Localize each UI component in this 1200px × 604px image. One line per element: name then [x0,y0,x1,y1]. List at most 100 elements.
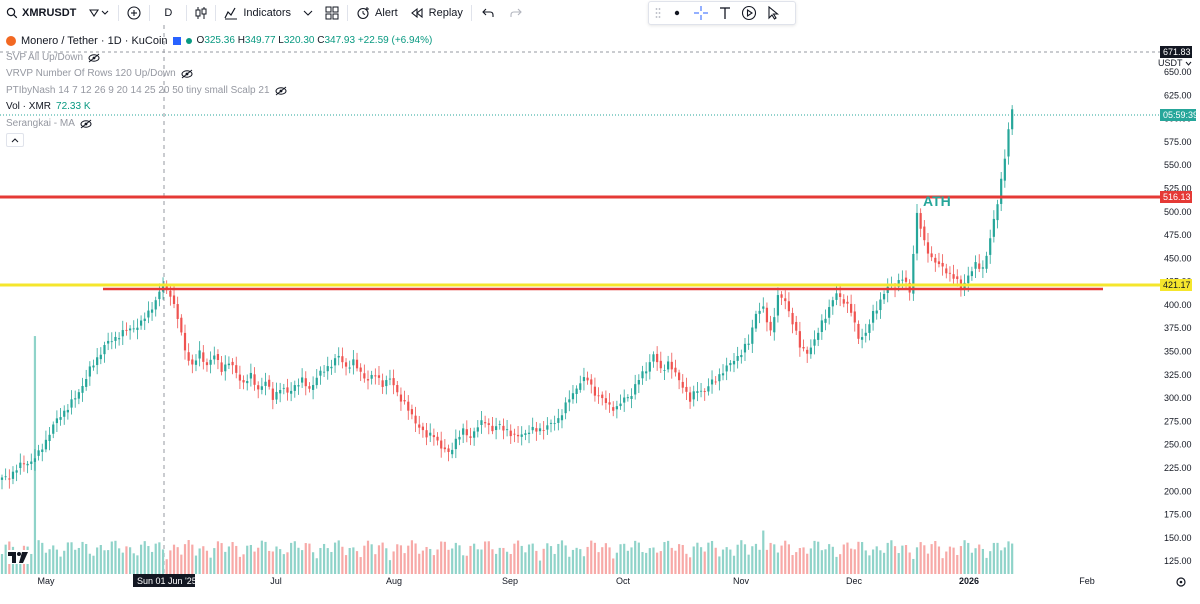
legend-title[interactable]: Monero / Tether · 1D · KuCoin [21,35,168,47]
candle-body [52,424,55,434]
candle-body [315,377,318,386]
candle-body [37,450,40,456]
candle-body [776,295,780,316]
eye-hidden-icon[interactable] [88,53,100,63]
candle-body [279,389,282,394]
time-axis[interactable]: May Jul Aug Sep Oct Nov Dec 2026 Feb [37,576,1094,586]
candle-body [290,390,293,394]
candle-body [205,362,209,366]
price-chart[interactable]: ATH 650.00625.00600.00575.00550.00525.00… [0,25,1200,604]
eye-hidden-icon[interactable] [275,86,287,96]
volume-bar [890,540,893,574]
volume-bar [491,549,494,574]
volume-bar [864,550,867,574]
candle-body [374,375,377,377]
red-line-badge: 516.13 [1160,191,1192,203]
dot-cursor-icon[interactable] [670,6,684,20]
flag-icon[interactable] [172,37,181,46]
volume-bar [139,544,143,574]
indicator-label: Serangkai - MA [6,117,75,129]
undo-button[interactable] [474,0,502,25]
close-value: 347.93 [324,35,356,46]
volume-bar [806,553,809,574]
candle-body [8,478,11,480]
volume-bar [842,544,845,574]
volume-bar [688,557,692,574]
candle-body [956,276,959,280]
volume-bar [293,541,296,574]
indicators-dropdown-button[interactable] [297,0,319,25]
replay-button[interactable]: Replay [404,0,469,25]
candle-body [586,377,589,381]
volume-bar [608,547,611,574]
legend-indicator-row[interactable]: VRVP Number Of Rows 120 Up/Down [6,66,432,83]
volume-bar [699,547,703,574]
eye-hidden-icon[interactable] [80,119,92,129]
volume-bar [645,552,648,574]
volume-bar [333,542,337,574]
candle-body [549,422,553,424]
volume-bar [282,554,285,574]
interval-button[interactable]: D [164,6,173,19]
candles-icon [195,6,207,19]
add-symbol-button[interactable] [121,0,147,25]
pointer-arrow-icon[interactable] [766,6,780,20]
candle-body [491,425,494,432]
price-tick: 275.00 [1164,416,1192,426]
volume-bars [0,336,1014,574]
volume-bar [187,540,190,574]
candle-body [77,392,80,399]
eye-hidden-icon[interactable] [181,69,193,79]
alert-button[interactable]: Alert [350,0,404,25]
candle-body [293,385,296,391]
volume-bar [30,553,33,574]
settings-gear-icon[interactable] [1176,577,1186,587]
chart-type-button[interactable] [189,0,213,25]
price-tick: 325.00 [1164,370,1192,380]
candle-body [831,300,834,307]
candle-body [780,294,783,298]
candle-body [879,299,882,311]
legend-indicator-row[interactable]: SVP All Up/Down [6,50,432,67]
volume-bar [473,543,476,574]
symbol-search-button[interactable]: XMRUSDT [0,0,82,25]
volume-bar [630,547,633,574]
drag-handle-icon[interactable] [655,7,661,19]
volume-bar [421,550,424,574]
candle-body [366,379,370,381]
low-key: L [278,35,284,46]
volume-bar [974,548,977,574]
legend-volume-row[interactable]: Vol · XMR 72.33 K [6,99,432,116]
symbol-actions-button[interactable] [82,0,116,25]
volume-bar [784,540,787,574]
candle-body [630,396,633,399]
volume-bar [301,550,304,574]
redo-button[interactable] [502,0,530,25]
countdown-badge: 05:59:39 [1160,109,1198,121]
candle-body [736,356,739,361]
legend-indicator-row[interactable]: PTIbyNash 14 7 12 26 9 20 14 25 20 50 ti… [6,83,432,100]
price-axis[interactable]: 650.00625.00600.00575.00550.00525.00500.… [1164,67,1192,566]
volume-bar [527,544,531,574]
currency-selector[interactable]: USDT [1158,58,1192,68]
volume-bar [791,555,794,574]
chart-area[interactable]: ATH 650.00625.00600.00575.00550.00525.00… [0,25,1200,604]
volume-bar [465,555,468,574]
crosshair-icon[interactable] [693,5,709,21]
indicators-button[interactable]: Indicators [218,0,297,25]
play-circle-icon[interactable] [741,5,757,21]
layouts-button[interactable] [319,0,345,25]
text-tool-icon[interactable] [718,6,732,20]
volume-bar [996,542,999,574]
candle-body [191,359,194,365]
volume-bar [74,549,77,574]
legend-indicator-row[interactable]: Serangkai - MA [6,116,432,133]
legend-collapse-button[interactable] [6,133,24,147]
ath-annotation[interactable]: ATH [923,193,951,209]
volume-bar [59,556,62,574]
candle-body [791,312,794,325]
candle-body [282,387,285,389]
price-tick: 625.00 [1164,90,1192,100]
candle-body [806,349,809,354]
toolbar-divider [470,4,472,21]
